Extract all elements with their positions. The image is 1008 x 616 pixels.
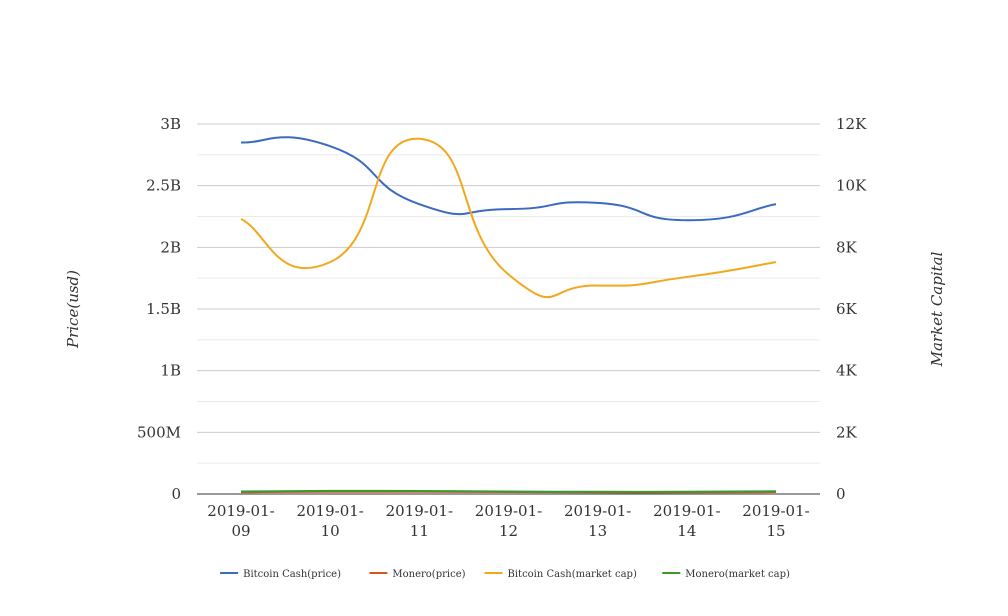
- right-tick-label: 4K: [836, 362, 858, 380]
- left-tick-label: 1.5B: [146, 300, 181, 318]
- left-axis-title: Price(usd): [64, 270, 82, 349]
- right-axis-title: Market Capital: [928, 251, 946, 367]
- legend-label: Monero(price): [392, 569, 465, 580]
- grid-lines: [197, 123, 820, 464]
- left-tick-label: 2.5B: [146, 177, 181, 195]
- x-tick-label: 2019-01-10: [296, 502, 363, 540]
- series-line-0: [240, 136, 777, 222]
- x-tick-label: 2019-01-11: [386, 502, 453, 540]
- right-tick-label: 2K: [836, 423, 858, 441]
- legend-label: Bitcoin Cash(price): [243, 569, 341, 580]
- left-tick-label: 0: [171, 485, 181, 503]
- x-tick-label: 2019-01-13: [564, 502, 631, 540]
- right-tick-label: 10K: [836, 177, 867, 195]
- series-line-3: [240, 489, 777, 493]
- right-tick-label: 6K: [836, 300, 858, 318]
- x-axis-ticks: 2019-01-09 2019-01-10 2019-01-11 2019-01-12…: [207, 502, 809, 540]
- left-tick-label: 3B: [160, 115, 181, 133]
- right-tick-label: 8K: [836, 238, 858, 256]
- x-tick-label: 2019-01-15: [742, 502, 809, 540]
- left-axis-ticks: 0 500M 1B 1.5B 2B 2.5B 3B: [137, 115, 181, 503]
- series-lines: [240, 136, 777, 494]
- left-tick-label: 1B: [160, 362, 181, 380]
- right-tick-label: 0: [836, 485, 846, 503]
- legend-label: Bitcoin Cash(market cap): [508, 569, 637, 580]
- legend: Bitcoin Cash(price) Monero(price) Bitcoin …: [220, 569, 790, 580]
- left-tick-label: 2B: [160, 238, 181, 256]
- x-tick-label: 2019-01-14: [653, 502, 720, 540]
- series-line-2: [240, 137, 777, 299]
- x-tick-label: 2019-01-12: [475, 502, 542, 540]
- left-tick-label: 500M: [137, 423, 181, 441]
- legend-label: Monero(market cap): [685, 569, 790, 580]
- right-tick-label: 12K: [836, 115, 867, 133]
- right-axis-ticks: 0 2K 4K 6K 8K 10K 12K: [836, 115, 867, 503]
- x-tick-label: 2019-01-09: [207, 502, 274, 540]
